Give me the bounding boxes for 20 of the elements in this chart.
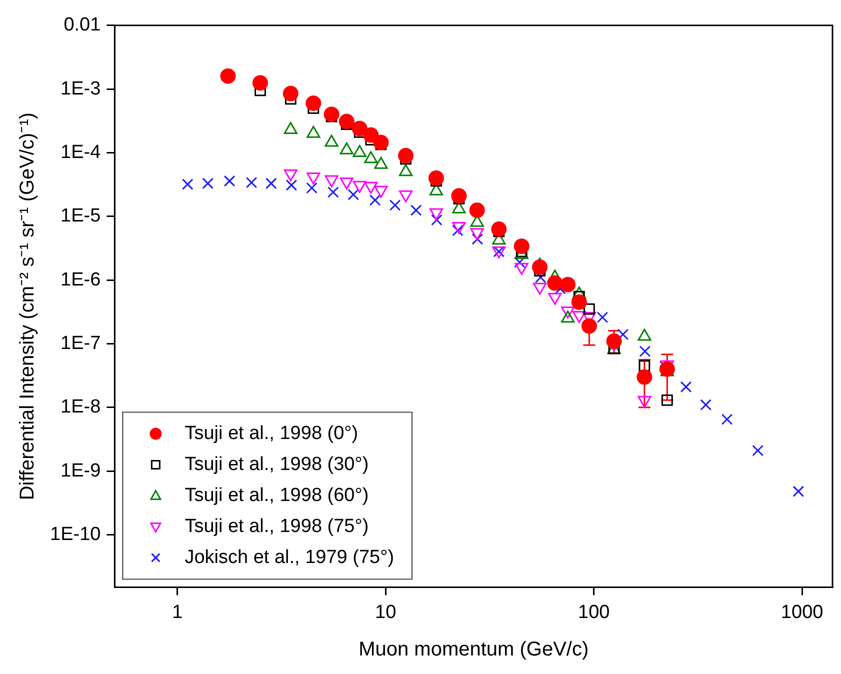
x-axis-title: Muon momentum (GeV/c): [358, 638, 589, 661]
y-tick-label: 1E-10: [50, 524, 101, 545]
y-axis-title: Differential Intensity (cm⁻² s⁻¹ sr⁻¹ (GeV/c)⁻¹): [16, 112, 39, 500]
legend-label: Tsuji et al., 1998 (60°): [184, 484, 369, 506]
y-tick-label: 0.01: [64, 14, 101, 36]
legend-label: Tsuji et al., 1998 (0°): [184, 422, 358, 444]
y-tick-label: 1E-3: [60, 78, 101, 100]
legend-label: Tsuji et al., 1998 (75°): [184, 516, 369, 537]
y-tick-label: 1E-9: [60, 460, 101, 482]
x-tick-label: 10: [375, 602, 396, 623]
x-tick-label: 1000: [780, 602, 824, 623]
x-tick-label: 1: [172, 602, 183, 623]
legend-label: Tsuji et al., 1998 (30°): [184, 454, 369, 475]
y-tick-label: 1E-4: [60, 142, 102, 163]
x-tick-label: 100: [578, 602, 610, 623]
legend-label: Jokisch et al., 1979 (75°): [184, 546, 394, 568]
y-tick-label: 1E-8: [60, 396, 101, 418]
y-tick-label: 1E-6: [60, 269, 101, 290]
y-tick-label: 1E-5: [60, 206, 101, 227]
y-tick-label: 1E-7: [60, 332, 101, 354]
